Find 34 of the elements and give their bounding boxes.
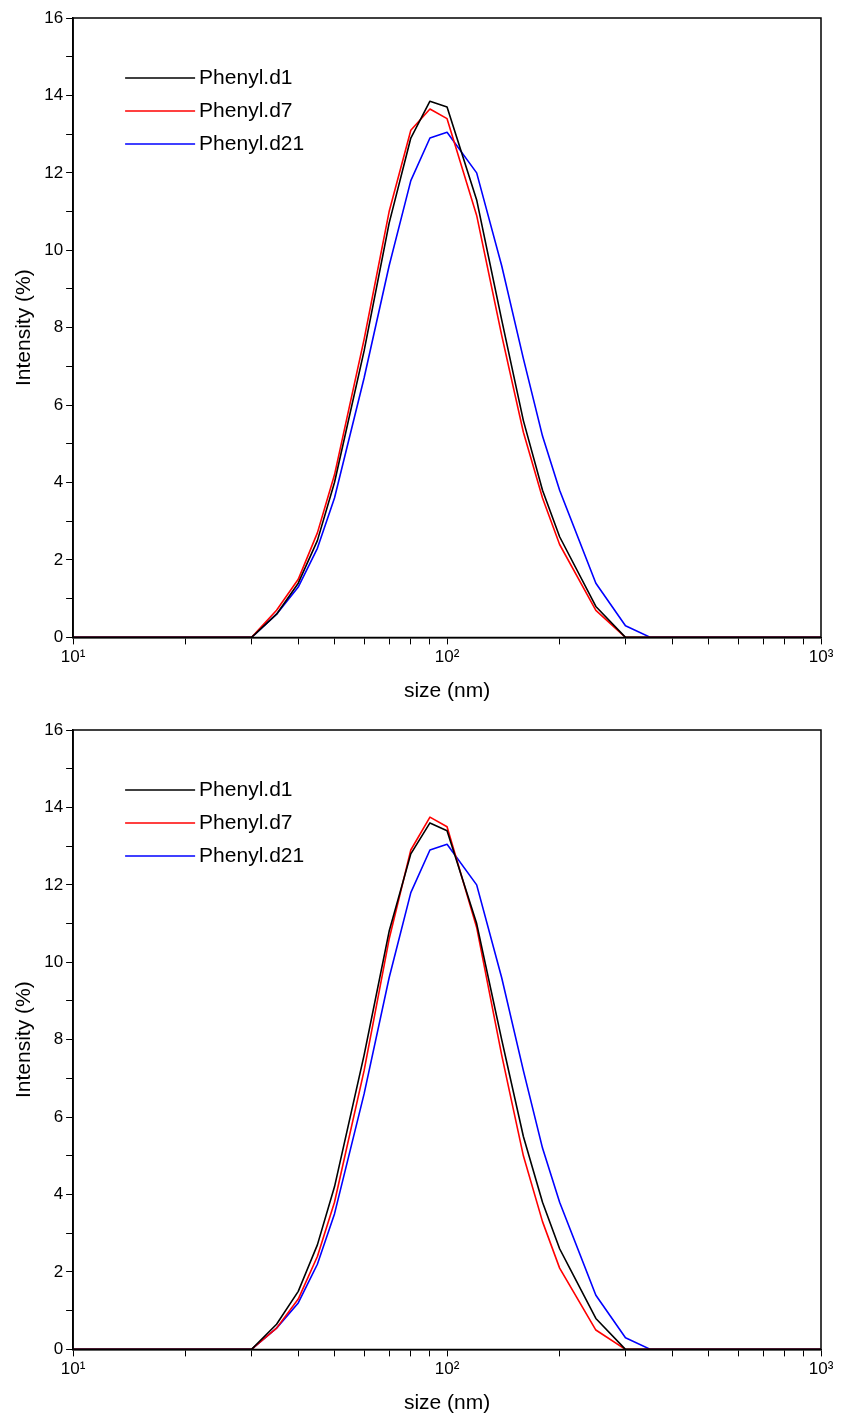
y-tick-label: 6 [53, 1106, 64, 1126]
y-tick-label: 6 [53, 394, 64, 414]
x-tick-label: 10¹ [60, 1359, 86, 1379]
x-tick-label: 10³ [808, 647, 834, 667]
legend-label: Phenyl.d7 [199, 97, 293, 121]
y-tick-label: 0 [53, 1339, 64, 1359]
y-tick-label: 4 [53, 1184, 64, 1204]
y-tick-label: 14 [44, 797, 64, 817]
y-tick-label: 10 [44, 239, 64, 259]
y-axis-title: Intensity (%) [11, 269, 35, 387]
x-tick-label: 10² [434, 647, 460, 667]
legend-label: Phenyl.d1 [199, 776, 293, 800]
y-tick-label: 0 [53, 627, 64, 647]
y-tick-label: 16 [44, 719, 64, 739]
y-tick-label: 14 [44, 85, 64, 105]
y-tick-label: 8 [53, 1029, 64, 1049]
x-tick-label: 10² [434, 1359, 460, 1379]
legend-label: Phenyl.d1 [199, 64, 293, 88]
y-tick-label: 4 [53, 472, 64, 492]
legend-label: Phenyl.d21 [199, 130, 305, 154]
y-tick-label: 10 [44, 951, 64, 971]
y-tick-label: 8 [53, 317, 64, 337]
y-tick-label: 2 [53, 1261, 64, 1281]
x-axis-title: size (nm) [403, 1390, 491, 1414]
x-tick-label: 10¹ [60, 647, 86, 667]
x-tick-label: 10³ [808, 1359, 834, 1379]
y-axis-title: Intensity (%) [11, 981, 35, 1099]
legend-label: Phenyl.d21 [199, 842, 305, 866]
legend-label: Phenyl.d7 [199, 809, 293, 833]
y-tick-label: 12 [44, 874, 64, 894]
y-tick-label: 16 [44, 7, 64, 27]
y-tick-label: 2 [53, 549, 64, 569]
x-axis-title: size (nm) [403, 678, 491, 702]
y-tick-label: 12 [44, 162, 64, 182]
